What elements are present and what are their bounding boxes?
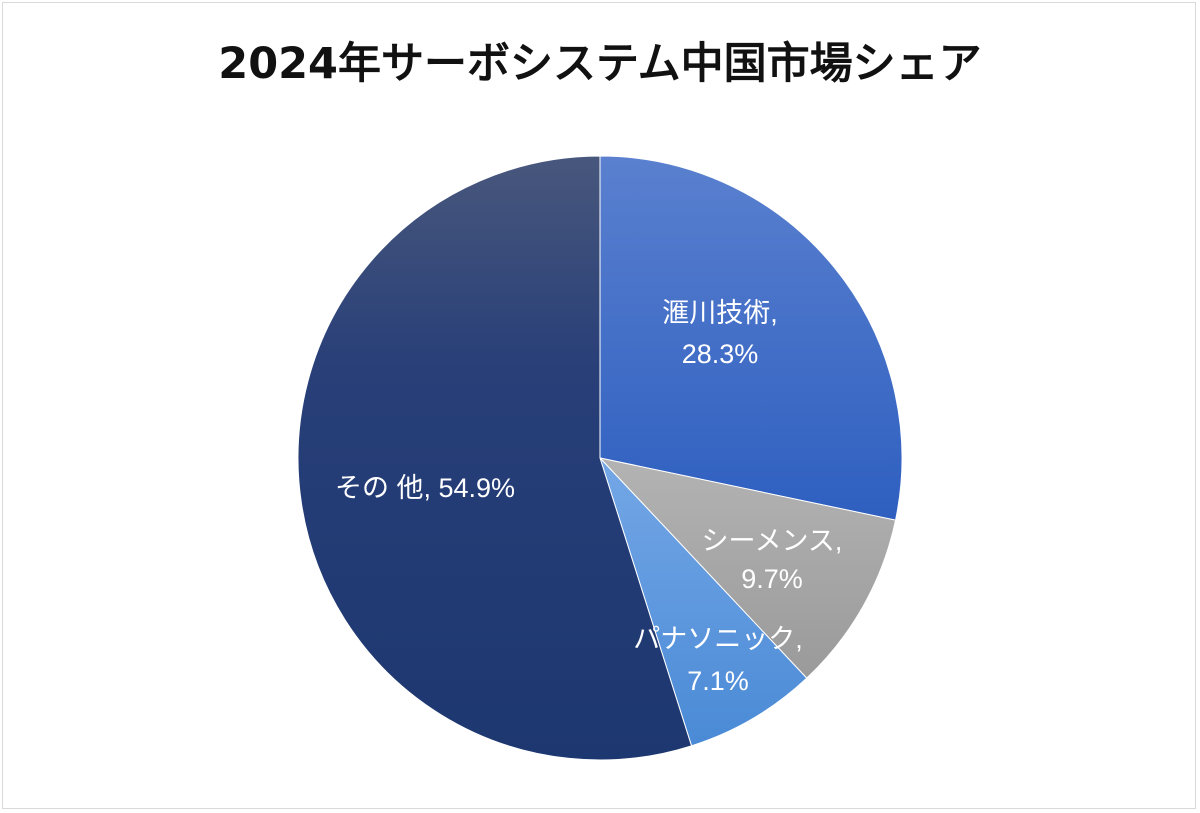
chart-title: 2024年サーボシステム中国市場シェア <box>218 39 982 89</box>
slice-label-1: 滙川技術, <box>662 298 778 328</box>
slice-value-3: 7.1% <box>687 666 749 696</box>
slice-value-2: 9.7% <box>741 564 803 594</box>
slice-value-1: 28.3% <box>682 339 759 369</box>
slice-label-4: その 他, 54.9% <box>335 473 515 503</box>
pie-slice-2 <box>598 457 897 679</box>
pie-slice-4 <box>297 155 693 761</box>
pie-slice-1 <box>599 155 903 521</box>
slice-label-2: シーメンス, <box>702 526 843 556</box>
pie-slice-3 <box>599 457 808 747</box>
slice-label-3: パナソニック, <box>633 624 803 654</box>
